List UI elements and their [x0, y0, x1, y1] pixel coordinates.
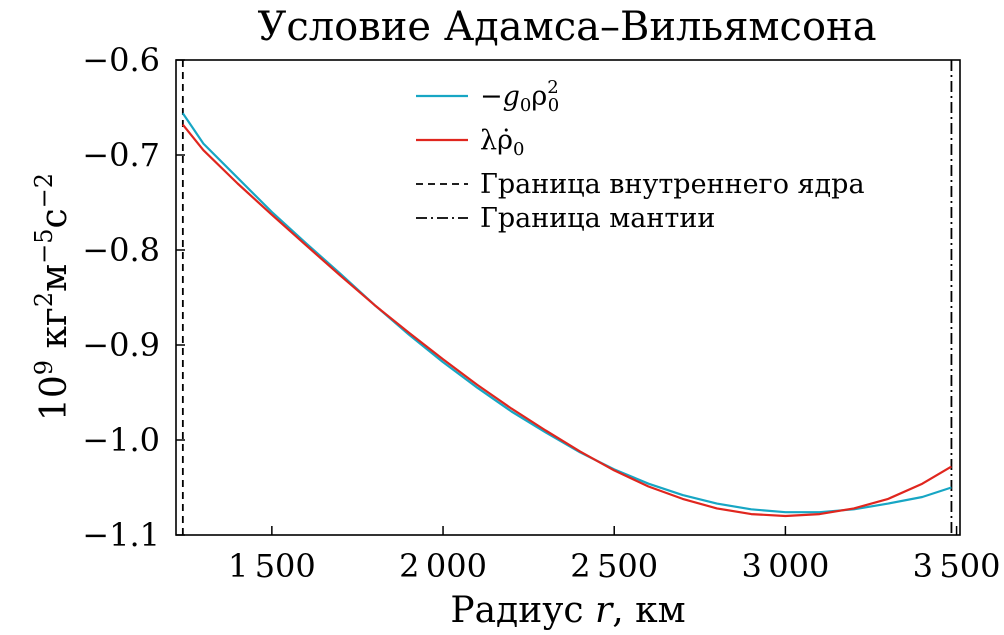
y-axis-ticks: −0.6 −0.7 −0.8 −0.9 −1.0 −1.1: [82, 41, 185, 554]
series-lines: [181, 112, 952, 518]
legend-label-mantle: Граница мантии: [480, 203, 715, 234]
vertical-lines: [181, 60, 953, 535]
series-line-1: [181, 112, 952, 514]
y-tick-label: −0.6: [82, 41, 160, 79]
y-tick-label: −0.8: [82, 231, 160, 269]
x-tick-label: 1 500: [228, 547, 316, 585]
legend-label-series-1: −g0ρ2 0: [480, 77, 559, 116]
legend: −g0ρ2 0 λρ̇0 Граница внутреннего ядра Гра…: [416, 77, 865, 234]
y-tick-label: −1.0: [82, 421, 160, 459]
x-axis-label: Радиус r, км: [450, 590, 685, 631]
x-tick-label: 3 000: [741, 547, 829, 585]
x-tick-label: 3 500: [913, 547, 1001, 585]
plot-frame: [175, 59, 961, 536]
legend-label-series-2: λρ̇0: [480, 125, 524, 160]
x-tick-label: 2 000: [399, 547, 487, 585]
x-axis-ticks: 1 500 2 000 2 500 3 000 3 500: [228, 526, 1001, 585]
legend-label-inner-core: Граница внутреннего ядра: [480, 169, 865, 200]
y-tick-label: −1.1: [82, 516, 160, 554]
y-axis-label: 109 кг2м−5с−2: [30, 173, 75, 421]
y-tick-label: −0.7: [82, 136, 160, 174]
x-tick-label: 2 500: [570, 547, 658, 585]
series-line-2: [181, 123, 952, 518]
y-tick-label: −0.9: [82, 326, 160, 364]
chart-title: Условие Адамса–Вильямсона: [257, 4, 876, 50]
